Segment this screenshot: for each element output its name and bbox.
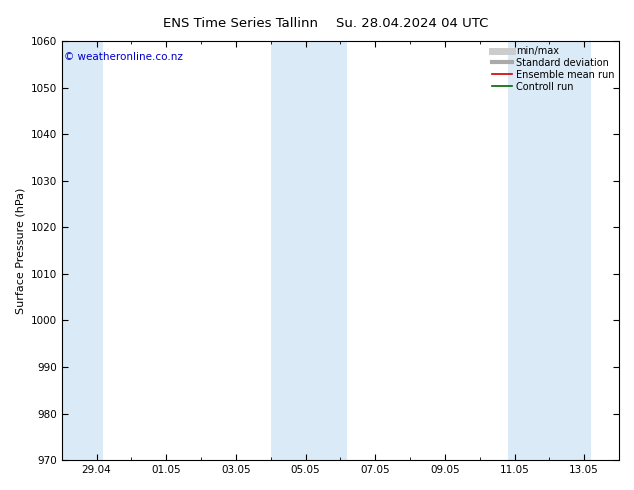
Bar (61, 41, 103, 460)
Text: ENS Time Series Tallinn: ENS Time Series Tallinn (164, 17, 318, 30)
Legend: min/max, Standard deviation, Ensemble mean run, Controll run: min/max, Standard deviation, Ensemble me… (489, 43, 617, 95)
Y-axis label: Surface Pressure (hPa): Surface Pressure (hPa) (15, 187, 25, 314)
Text: © weatheronline.co.nz: © weatheronline.co.nz (65, 51, 183, 62)
Text: Su. 28.04.2024 04 UTC: Su. 28.04.2024 04 UTC (336, 17, 488, 30)
Bar (271, 41, 347, 460)
Bar (508, 41, 591, 460)
